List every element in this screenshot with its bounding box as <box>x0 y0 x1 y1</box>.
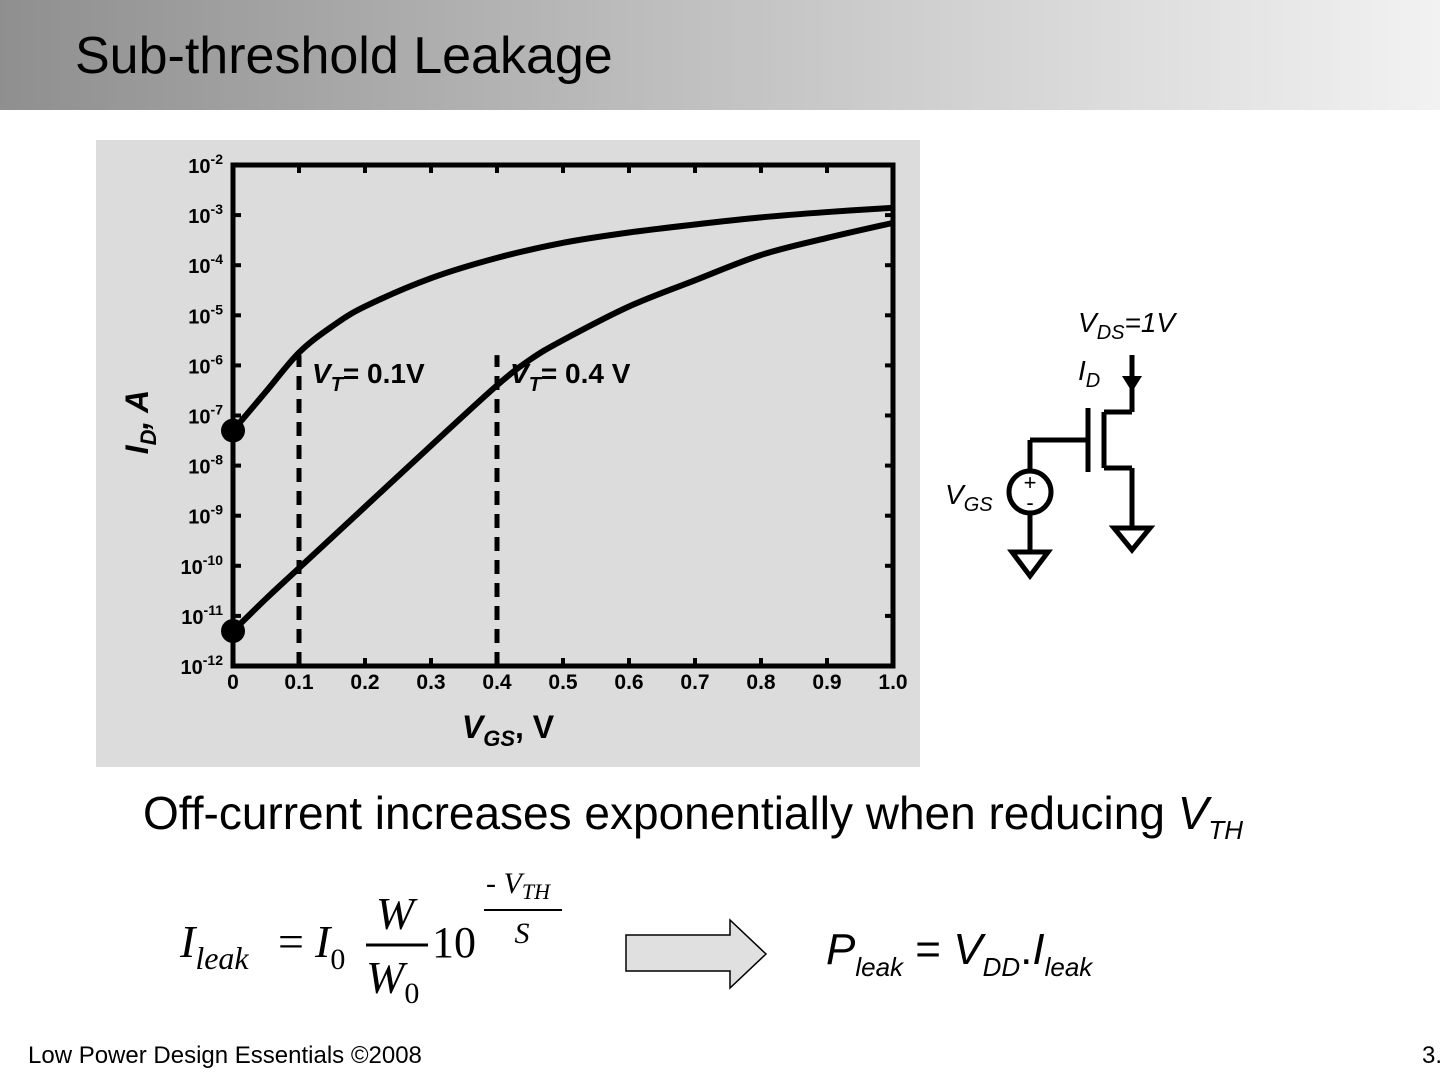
vds-label: VDS=1V <box>1078 307 1177 344</box>
series-start-point <box>221 618 245 643</box>
series-label-vt-0.1: VT= 0.1V <box>312 358 425 396</box>
vds-sub: DS <box>1097 322 1125 344</box>
leakage-formula: Ileak = I0 W W0 10 - VTH S <box>179 867 562 1010</box>
title-bar: Sub-threshold Leakage <box>0 0 1440 110</box>
power-equation: Pleak = VDD.Ileak <box>826 925 1092 983</box>
y-axis-label: ID, A <box>119 390 161 454</box>
series-line-0 <box>230 204 894 433</box>
series-start-point <box>221 418 245 443</box>
x-tick-label: 0.3 <box>416 671 445 694</box>
footer-copyright: Low Power Design Essentials ©2008 <box>28 1042 422 1069</box>
w0-main: W <box>366 952 408 1003</box>
x-tick-label: 0 <box>227 671 239 694</box>
p-sub: leak <box>855 952 904 982</box>
statement-line: Off-current increases exponentially when… <box>143 786 1243 846</box>
series-line-1 <box>230 219 894 634</box>
statement-var-sub: TH <box>1208 815 1244 845</box>
drain-wire <box>1027 355 1135 552</box>
id-main: I <box>1078 355 1086 386</box>
statement-text: Off-current increases exponentially when… <box>143 787 1178 839</box>
y-tick-label: 10-4 <box>188 251 223 278</box>
vgs-main: V <box>945 479 966 510</box>
series-label-main: V <box>312 358 333 389</box>
x-axis-label: VGS, V <box>462 709 555 751</box>
y-tick-label: 10-2 <box>188 151 223 178</box>
vgs-sub: GS <box>964 494 994 516</box>
voltage-source-icon <box>1006 468 1054 516</box>
y-axis-label-main: I <box>119 444 155 454</box>
ileak-sub-power: leak <box>1044 952 1093 982</box>
drain-ground-icon <box>1108 525 1156 554</box>
y-tick-label: 10-8 <box>188 452 223 479</box>
series-label-value: = 0.1V <box>343 358 425 389</box>
x-axis-label-sub: GS <box>483 726 515 751</box>
exp-num-main: - V <box>486 867 525 900</box>
x-tick-label: 0.7 <box>680 671 709 694</box>
base-ten: 10 <box>432 918 476 967</box>
x-tick-label: 1.0 <box>878 671 907 694</box>
vgs-label: VGS <box>945 479 993 516</box>
x-tick-label: 0.9 <box>812 671 841 694</box>
source-plus: + <box>1024 470 1037 495</box>
x-tick-label: 0.5 <box>548 671 578 694</box>
p-main: P <box>826 925 856 974</box>
i0-term: I0 <box>314 916 345 976</box>
x-axis-label-main: V <box>462 709 486 745</box>
i0-sub: 0 <box>330 943 345 976</box>
ileak-sub: leak <box>195 940 249 976</box>
x-axis-label-unit: , V <box>515 709 555 745</box>
y-tick-label: 10-6 <box>188 351 223 378</box>
x-tick-label: 0.2 <box>350 671 379 694</box>
x-tick-label: 0.6 <box>614 671 643 694</box>
power-equals: = <box>903 925 954 974</box>
statement-var: V <box>1177 787 1209 839</box>
w0-denominator: W0 <box>366 952 419 1010</box>
w-numerator: W <box>376 888 418 939</box>
y-tick-label: 10-11 <box>181 602 223 629</box>
y-axis-label-unit: , A <box>119 390 155 431</box>
exp-denominator: S <box>515 917 530 950</box>
source-ground-icon <box>1007 549 1053 581</box>
x-tick-label: 0.4 <box>482 671 512 694</box>
implies-arrow-icon <box>625 918 768 990</box>
id-sub: D <box>1086 370 1100 392</box>
y-tick-label: 10-12 <box>181 652 224 679</box>
y-tick-label: 10-5 <box>188 301 223 328</box>
y-tick-label: 10-9 <box>188 502 223 529</box>
x-tick-label: 0.1 <box>284 671 314 694</box>
series-label-vt-0.4: VT= 0.4 V <box>510 358 631 396</box>
y-tick-label: 10-3 <box>188 201 223 228</box>
vds-main: V <box>1078 307 1099 338</box>
series-label-value: = 0.4 V <box>541 358 631 389</box>
ileak-lhs: Ileak <box>179 916 249 976</box>
vds-value: =1V <box>1124 307 1177 338</box>
id-label: ID <box>1078 355 1100 392</box>
nmos-test-circuit: VDS=1V ID VGS + - <box>945 307 1177 581</box>
y-axis-label-sub: D <box>136 429 161 445</box>
y-tick-label: 10-10 <box>181 552 224 579</box>
vdd-main: V <box>953 925 983 974</box>
equals-sign: = <box>278 916 304 967</box>
ileak-main: I <box>179 916 198 967</box>
power-dot: . <box>1020 925 1033 974</box>
x-tick-label: 0.8 <box>746 671 776 694</box>
series-label-sub: T <box>529 374 543 396</box>
exp-numerator: - VTH <box>486 867 551 904</box>
w0-sub: 0 <box>404 977 419 1010</box>
y-tick-label: 10-7 <box>188 402 223 429</box>
page-number: 3. <box>1422 1042 1440 1069</box>
source-minus: - <box>1026 490 1033 515</box>
leakage-chart: 0 0.1 0.2 0.3 0.4 0.5 0.6 0.7 0.8 0.9 1.0 10-2 10-3 1… <box>119 151 908 751</box>
vdd-sub: DD <box>982 952 1021 982</box>
exp-num-sub: TH <box>522 879 551 904</box>
series-label-sub: T <box>331 374 345 396</box>
i0-main: I <box>314 916 333 967</box>
current-arrow <box>1122 376 1142 392</box>
chart-panel: 0 0.1 0.2 0.3 0.4 0.5 0.6 0.7 0.8 0.9 1.0 10-2 10-3 1… <box>96 140 920 767</box>
slide-title: Sub-threshold Leakage <box>75 27 613 85</box>
series-label-main: V <box>510 358 531 389</box>
ileak-main-power: I <box>1032 925 1045 974</box>
